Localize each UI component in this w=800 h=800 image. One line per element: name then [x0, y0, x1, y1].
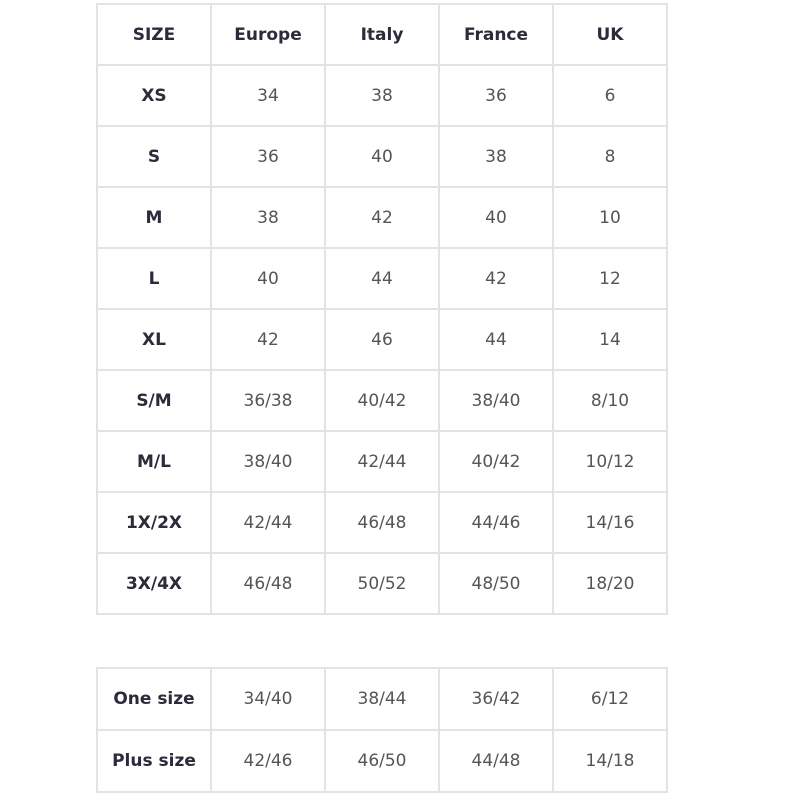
size-label-cell: Plus size — [96, 729, 212, 793]
size-value-cell: 42 — [210, 308, 326, 371]
one-plus-size-table: One size 34/40 38/44 36/42 6/12 Plus size 42/4… — [96, 667, 668, 793]
size-value-cell: 8/10 — [552, 369, 668, 432]
column-header: Italy — [324, 3, 440, 66]
size-value-cell: 14 — [552, 308, 668, 371]
size-value-cell: 6 — [552, 64, 668, 127]
table-row: S/M 36/38 40/42 38/40 8/10 — [96, 369, 668, 432]
size-label-cell: One size — [96, 667, 212, 731]
size-label-cell: M — [96, 186, 212, 249]
size-value-cell: 46/50 — [324, 729, 440, 793]
size-value-cell: 42/44 — [210, 491, 326, 554]
table-header-row: SIZE Europe Italy France UK — [96, 3, 668, 66]
size-value-cell: 18/20 — [552, 552, 668, 615]
size-value-cell: 42/46 — [210, 729, 326, 793]
size-value-cell: 42/44 — [324, 430, 440, 493]
size-label-cell: XS — [96, 64, 212, 127]
table-row: XS 34 38 36 6 — [96, 64, 668, 127]
column-header: France — [438, 3, 554, 66]
size-label-cell: S/M — [96, 369, 212, 432]
size-value-cell: 36/38 — [210, 369, 326, 432]
size-value-cell: 38 — [324, 64, 440, 127]
table-row: S 36 40 38 8 — [96, 125, 668, 188]
table-row: One size 34/40 38/44 36/42 6/12 — [96, 667, 668, 731]
table-row: 1X/2X 42/44 46/48 44/46 14/16 — [96, 491, 668, 554]
table-row: XL 42 46 44 14 — [96, 308, 668, 371]
size-value-cell: 44/46 — [438, 491, 554, 554]
size-value-cell: 38/40 — [210, 430, 326, 493]
size-value-cell: 46/48 — [324, 491, 440, 554]
size-value-cell: 48/50 — [438, 552, 554, 615]
size-value-cell: 12 — [552, 247, 668, 310]
size-value-cell: 6/12 — [552, 667, 668, 731]
size-value-cell: 40/42 — [324, 369, 440, 432]
size-label-cell: 1X/2X — [96, 491, 212, 554]
size-value-cell: 40 — [438, 186, 554, 249]
column-header: Europe — [210, 3, 326, 66]
size-value-cell: 14/18 — [552, 729, 668, 793]
size-label-cell: XL — [96, 308, 212, 371]
table-row: M 38 42 40 10 — [96, 186, 668, 249]
size-label-cell: M/L — [96, 430, 212, 493]
size-value-cell: 46/48 — [210, 552, 326, 615]
size-value-cell: 40/42 — [438, 430, 554, 493]
size-label-cell: L — [96, 247, 212, 310]
table-row: Plus size 42/46 46/50 44/48 14/18 — [96, 729, 668, 793]
size-label-cell: S — [96, 125, 212, 188]
size-value-cell: 38/44 — [324, 667, 440, 731]
size-value-cell: 42 — [438, 247, 554, 310]
size-value-cell: 40 — [324, 125, 440, 188]
size-value-cell: 38 — [438, 125, 554, 188]
size-value-cell: 44 — [324, 247, 440, 310]
size-value-cell: 10/12 — [552, 430, 668, 493]
size-value-cell: 8 — [552, 125, 668, 188]
size-value-cell: 38 — [210, 186, 326, 249]
size-value-cell: 36 — [438, 64, 554, 127]
size-value-cell: 40 — [210, 247, 326, 310]
size-value-cell: 44 — [438, 308, 554, 371]
size-value-cell: 36 — [210, 125, 326, 188]
size-value-cell: 10 — [552, 186, 668, 249]
size-value-cell: 34 — [210, 64, 326, 127]
column-header: SIZE — [96, 3, 212, 66]
size-value-cell: 34/40 — [210, 667, 326, 731]
size-label-cell: 3X/4X — [96, 552, 212, 615]
size-value-cell: 44/48 — [438, 729, 554, 793]
size-value-cell: 46 — [324, 308, 440, 371]
column-header: UK — [552, 3, 668, 66]
size-value-cell: 38/40 — [438, 369, 554, 432]
table-row: 3X/4X 46/48 50/52 48/50 18/20 — [96, 552, 668, 615]
size-value-cell: 42 — [324, 186, 440, 249]
table-row: L 40 44 42 12 — [96, 247, 668, 310]
table-row: M/L 38/40 42/44 40/42 10/12 — [96, 430, 668, 493]
size-value-cell: 14/16 — [552, 491, 668, 554]
size-value-cell: 50/52 — [324, 552, 440, 615]
size-conversion-table: SIZE Europe Italy France UK XS 34 38 36 6 S 36 40 38 8… — [96, 3, 668, 615]
size-value-cell: 36/42 — [438, 667, 554, 731]
